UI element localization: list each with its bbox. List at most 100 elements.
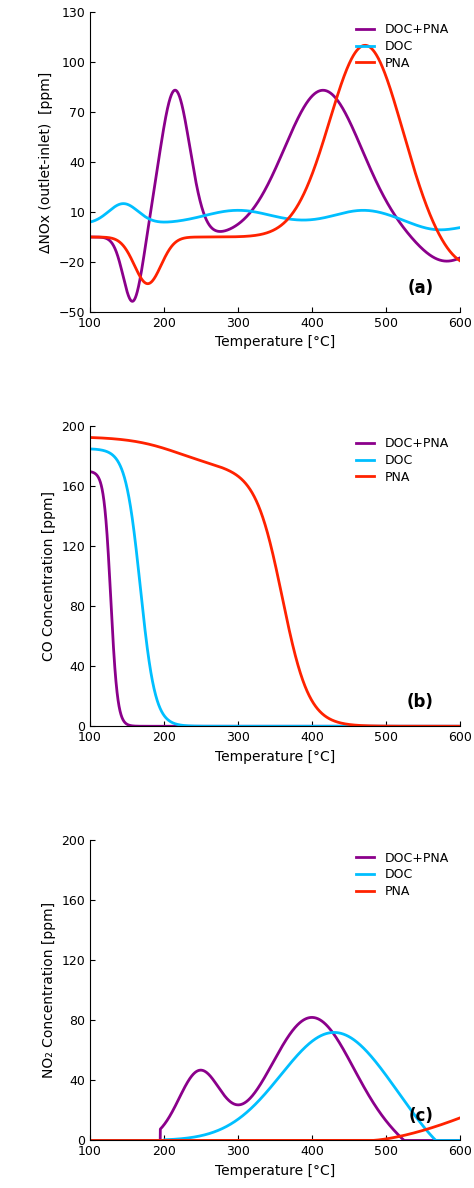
DOC+PNA [245, 719, 251, 733]
DOC+PNA [457, 719, 463, 733]
Legend: DOC+PNA, DOC, PNA: DOC+PNA, DOC, PNA [351, 432, 454, 488]
DOC [229, 1117, 235, 1131]
PNA [457, 253, 463, 267]
PNA [229, 465, 235, 479]
DOC [129, 1133, 135, 1148]
DOC [450, 222, 456, 236]
PNA [229, 1133, 235, 1148]
DOC+PNA [457, 1133, 463, 1148]
PNA [129, 1133, 135, 1148]
PNA [145, 277, 151, 291]
DOC+PNA [450, 719, 456, 733]
PNA [245, 479, 251, 493]
DOC+PNA [450, 253, 456, 267]
DOC+PNA [172, 83, 178, 97]
PNA [410, 158, 416, 172]
DOC [151, 682, 157, 696]
DOC [129, 511, 135, 525]
DOC+PNA [245, 1093, 251, 1107]
DOC+PNA [129, 295, 135, 309]
Y-axis label: ΔNOx (outlet-inlet)  [ppm]: ΔNOx (outlet-inlet) [ppm] [39, 71, 53, 253]
DOC+PNA [87, 1133, 93, 1148]
DOC+PNA [87, 465, 93, 479]
Line: DOC: DOC [90, 203, 460, 229]
DOC [409, 719, 415, 733]
PNA [245, 1133, 251, 1148]
X-axis label: Temperature [°C]: Temperature [°C] [215, 1164, 335, 1177]
DOC [87, 215, 93, 229]
DOC+PNA [87, 229, 93, 244]
DOC [129, 200, 135, 214]
DOC [87, 1133, 93, 1148]
PNA [129, 434, 135, 448]
PNA [152, 271, 157, 285]
DOC [410, 719, 416, 733]
DOC+PNA [229, 221, 235, 235]
PNA [450, 719, 456, 733]
PNA [410, 719, 416, 733]
DOC [457, 221, 463, 235]
DOC+PNA [229, 1095, 235, 1110]
PNA [457, 719, 463, 733]
DOC+PNA [129, 719, 135, 733]
PNA [450, 1113, 456, 1127]
DOC [87, 442, 93, 456]
DOC+PNA [151, 719, 157, 733]
DOC+PNA [229, 719, 235, 733]
PNA [410, 1126, 416, 1140]
DOC [245, 719, 251, 733]
PNA [362, 38, 368, 52]
Legend: DOC+PNA, DOC, PNA: DOC+PNA, DOC, PNA [351, 847, 454, 903]
DOC+PNA [450, 1133, 456, 1148]
DOC [245, 1104, 251, 1118]
Y-axis label: CO Concentration [ppm]: CO Concentration [ppm] [42, 491, 56, 662]
Text: (a): (a) [408, 279, 434, 297]
DOC+PNA [410, 719, 416, 733]
DOC [151, 1133, 157, 1148]
DOC+PNA [410, 232, 416, 246]
Line: DOC+PNA: DOC+PNA [90, 472, 460, 726]
Line: DOC+PNA: DOC+PNA [90, 90, 460, 302]
DOC [152, 214, 157, 228]
DOC+PNA [410, 1133, 416, 1148]
X-axis label: Temperature [°C]: Temperature [°C] [215, 335, 335, 349]
PNA [450, 247, 456, 261]
PNA [87, 430, 93, 444]
X-axis label: Temperature [°C]: Temperature [°C] [215, 750, 335, 764]
DOC [450, 1133, 456, 1148]
Line: DOC+PNA: DOC+PNA [90, 1017, 460, 1140]
DOC+PNA [151, 1133, 157, 1148]
DOC+PNA [245, 208, 251, 222]
DOC [457, 719, 463, 733]
DOC+PNA [129, 1133, 135, 1148]
DOC [245, 204, 251, 219]
Text: (b): (b) [407, 694, 434, 712]
Line: DOC: DOC [90, 1032, 460, 1140]
Line: DOC: DOC [90, 449, 460, 726]
DOC+PNA [152, 181, 157, 195]
DOC [457, 1133, 463, 1148]
PNA [457, 1111, 463, 1125]
PNA [87, 229, 93, 244]
DOC+PNA [129, 295, 135, 309]
DOC [229, 203, 235, 217]
DOC+PNA [457, 251, 463, 265]
PNA [129, 253, 135, 267]
DOC [331, 1025, 337, 1040]
Line: PNA: PNA [90, 437, 460, 726]
DOC [120, 196, 126, 210]
DOC [450, 719, 456, 733]
Line: PNA: PNA [90, 45, 460, 284]
Text: (c): (c) [409, 1107, 434, 1125]
DOC+PNA [309, 1010, 315, 1024]
Legend: DOC+PNA, DOC, PNA: DOC+PNA, DOC, PNA [351, 18, 454, 75]
PNA [151, 1133, 157, 1148]
DOC+PNA [231, 719, 237, 733]
DOC [410, 216, 416, 230]
PNA [229, 229, 235, 244]
DOC [438, 222, 443, 236]
DOC [229, 719, 235, 733]
DOC [410, 1106, 416, 1120]
Line: PNA: PNA [90, 1118, 460, 1140]
Y-axis label: NO₂ Concentration [ppm]: NO₂ Concentration [ppm] [42, 903, 56, 1079]
